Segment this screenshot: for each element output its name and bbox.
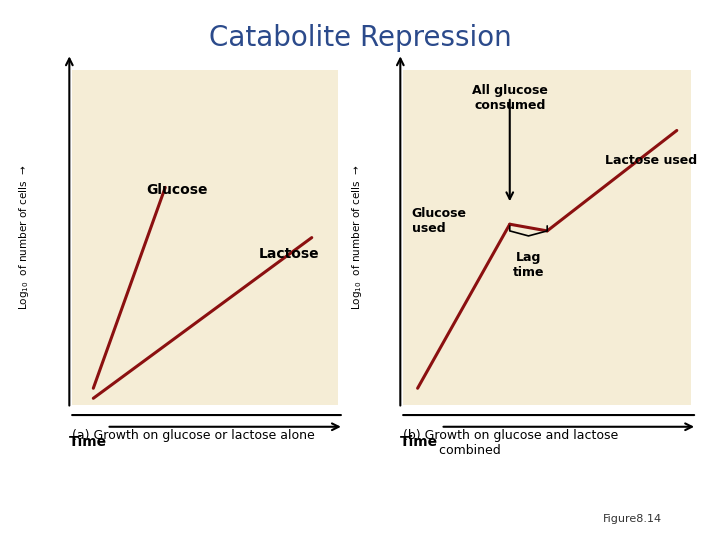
Text: Log$_{10}$  of number of cells  →: Log$_{10}$ of number of cells → — [17, 165, 31, 310]
Text: (a) Growth on glucose or lactose alone: (a) Growth on glucose or lactose alone — [72, 429, 315, 442]
Text: Glucose
used: Glucose used — [412, 207, 467, 235]
Text: Lag
time: Lag time — [513, 251, 544, 279]
Text: (b) Growth on glucose and lactose
         combined: (b) Growth on glucose and lactose combin… — [403, 429, 618, 457]
Text: All glucose
consumed: All glucose consumed — [472, 84, 548, 112]
Text: Time: Time — [400, 435, 438, 449]
Text: Time: Time — [69, 435, 107, 449]
Text: Lactose used: Lactose used — [605, 154, 697, 167]
Text: Log$_{10}$  of number of cells  →: Log$_{10}$ of number of cells → — [350, 165, 364, 310]
Text: Catabolite Repression: Catabolite Repression — [209, 24, 511, 52]
Text: Glucose: Glucose — [147, 184, 208, 198]
Text: Lactose: Lactose — [258, 247, 319, 261]
Text: Figure8.14: Figure8.14 — [603, 514, 662, 524]
